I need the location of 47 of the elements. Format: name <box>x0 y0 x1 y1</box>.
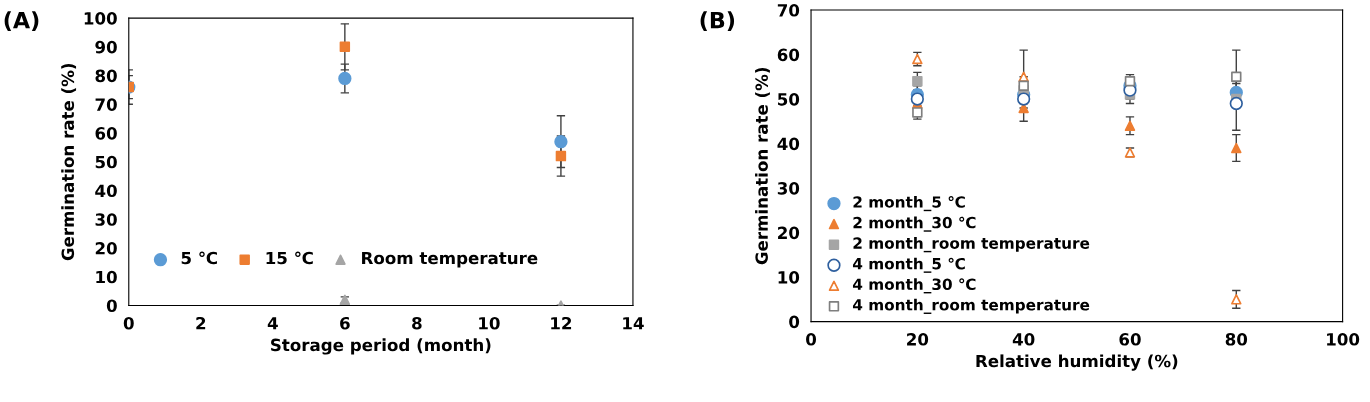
legend-label: 15 ℃ <box>266 251 313 265</box>
x-tick-label: 6 <box>340 316 350 330</box>
y-tick-label: 10 <box>96 270 117 284</box>
x-tick-label: 10 <box>479 316 500 330</box>
chart-title: (B) <box>700 11 735 32</box>
y-tick-label: 90 <box>95 40 117 54</box>
x-axis-title: Storage period (month) <box>271 338 491 355</box>
legend-label: 2 month_room temperature <box>853 237 1090 253</box>
legend-label: 5 ℃ <box>181 251 217 265</box>
x-tick-label: 14 <box>623 317 644 330</box>
x-tick-label: 0 <box>806 333 817 346</box>
y-tick-label: 20 <box>778 226 800 240</box>
legend-label: 4 month_room temperature <box>852 298 1090 314</box>
x-axis-title: Relative humidity (%) <box>976 354 1178 371</box>
y-axis-title: Germination rate (%) <box>61 63 77 261</box>
legend-label: 4 month_5 ℃ <box>852 257 965 273</box>
y-tick-label: 80 <box>95 69 117 83</box>
x-tick-label: 2 <box>196 316 206 330</box>
chart-title: (A) <box>4 11 39 32</box>
x-tick-label: 8 <box>412 316 422 330</box>
y-tick-label: 30 <box>95 213 117 226</box>
y-tick-label: 50 <box>95 155 117 169</box>
y-tick-label: 100 <box>84 12 117 25</box>
x-tick-label: 40 <box>1012 333 1035 346</box>
x-tick-label: 100 <box>1327 333 1360 346</box>
legend-label: 2 month_5 ℃ <box>853 195 965 212</box>
y-tick-label: 30 <box>777 182 800 195</box>
y-tick-label: 10 <box>778 271 800 284</box>
y-tick-label: 40 <box>777 137 800 151</box>
y-tick-label: 40 <box>95 184 117 198</box>
legend-label: 4 month_30 ℃ <box>852 278 976 294</box>
y-tick-label: 70 <box>777 4 800 17</box>
y-tick-label: 50 <box>778 93 800 106</box>
x-tick-label: 80 <box>1225 333 1248 346</box>
legend-label: Room temperature <box>362 251 538 268</box>
y-tick-label: 60 <box>95 127 117 140</box>
x-tick-label: 60 <box>1119 333 1141 346</box>
legend-label: 2 month_30 ℃ <box>853 216 976 232</box>
x-tick-label: 0 <box>123 316 134 330</box>
y-tick-label: 60 <box>777 48 800 62</box>
y-tick-label: 0 <box>106 299 117 313</box>
y-tick-label: 20 <box>95 242 117 255</box>
x-tick-label: 4 <box>267 317 278 330</box>
y-axis-title: Germination rate (%) <box>755 67 770 265</box>
x-tick-label: 20 <box>907 333 929 346</box>
x-tick-label: 12 <box>551 316 572 330</box>
y-tick-label: 70 <box>95 98 117 111</box>
